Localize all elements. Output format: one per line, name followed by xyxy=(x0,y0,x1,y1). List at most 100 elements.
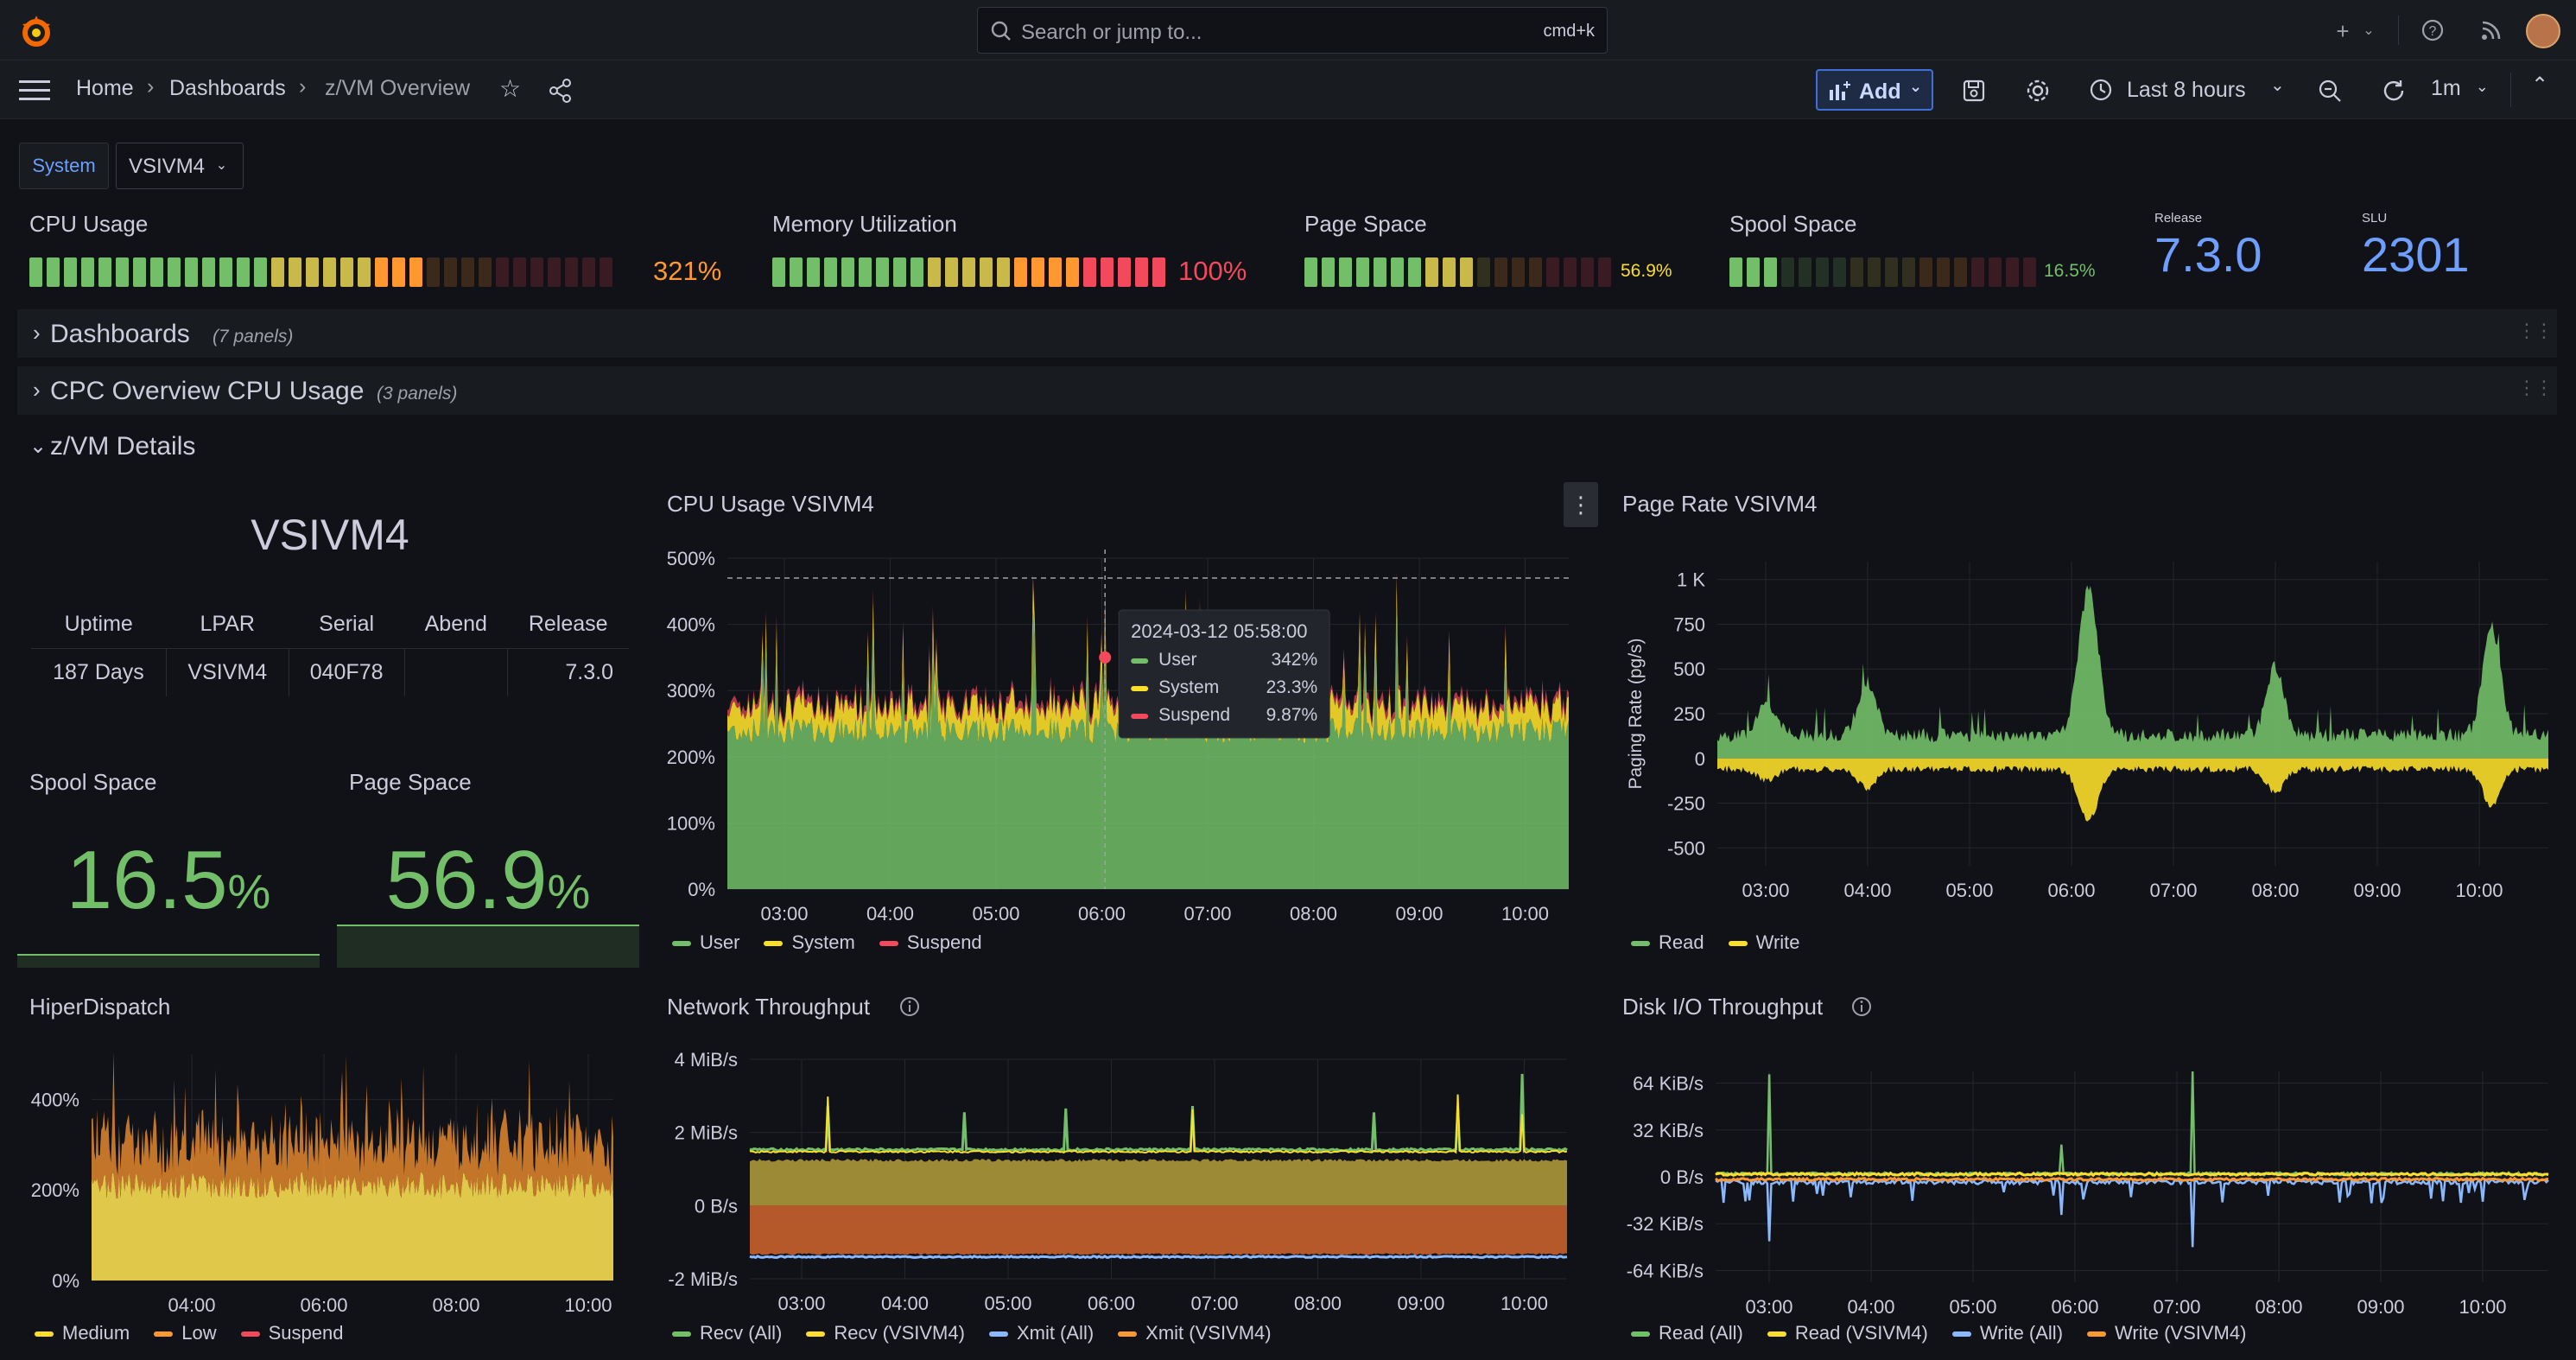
legend-label: Recv (All) xyxy=(700,1322,783,1344)
table-cell xyxy=(403,648,508,696)
cpu-usage-chart[interactable]: 0% 100% 200% 300% 400% 500% 03:00 04:00 05:00 06:… xyxy=(657,536,1581,959)
spool-sparkline xyxy=(17,954,320,968)
save-icon[interactable] xyxy=(1961,78,1987,104)
legend-item[interactable]: Read (All) xyxy=(1631,1322,1743,1344)
time-range-picker[interactable]: Last 8 hours ⌄ xyxy=(2089,73,2293,107)
grafana-logo-icon[interactable] xyxy=(17,12,55,50)
x-tick-label: 06:00 xyxy=(1078,903,1126,925)
legend-item[interactable]: Read (VSIVM4) xyxy=(1767,1322,1928,1344)
info-icon[interactable] xyxy=(1850,995,1873,1018)
y-tick-label: 4 MiB/s xyxy=(675,1049,738,1071)
page-space-title: Page Space xyxy=(1304,211,1427,237)
row-zvm-details[interactable]: ⌄ z/VM Details xyxy=(17,429,363,467)
gauge-cell xyxy=(1356,257,1369,287)
legend-item[interactable]: Recv (All) xyxy=(672,1322,782,1344)
row-dashboards[interactable]: › Dashboards (7 panels) ⋮⋮ xyxy=(17,309,2557,358)
legend-item[interactable]: Xmit (VSIVM4) xyxy=(1118,1322,1272,1344)
legend-item[interactable]: Suspend xyxy=(879,931,982,954)
info-icon[interactable] xyxy=(898,995,921,1018)
star-icon[interactable]: ☆ xyxy=(499,75,522,102)
x-tick-label: 07:00 xyxy=(2153,1296,2200,1318)
refresh-interval-picker[interactable]: 1m ⌄ xyxy=(2431,76,2489,101)
collapse-header-icon[interactable]: ⌃ xyxy=(2531,73,2549,97)
gauge-cell xyxy=(323,257,336,287)
system-info-table: Uptime LPAR Serial Abend Release 187 Day… xyxy=(31,601,629,696)
hiperdispatch-chart[interactable]: 0% 200% 400% 04:00 06:00 08:00 10:00 xyxy=(17,1037,631,1322)
add-button[interactable]: Add ⌄ xyxy=(1816,69,1933,111)
gauge-cell xyxy=(1799,257,1811,287)
legend-item[interactable]: Read xyxy=(1631,931,1704,954)
legend-item[interactable]: Low xyxy=(154,1322,217,1344)
row-cpc-overview[interactable]: › CPC Overview CPU Usage (3 panels) ⋮⋮ xyxy=(17,366,2557,415)
gauge-cell xyxy=(237,257,250,287)
x-tick-label: 09:00 xyxy=(1397,1293,1444,1314)
help-icon[interactable]: ? xyxy=(2419,17,2446,45)
row-title: Dashboards xyxy=(50,320,190,348)
gauge-cell xyxy=(1101,257,1114,287)
legend-item[interactable]: Suspend xyxy=(240,1322,343,1344)
cpu-usage-value: 321% xyxy=(653,256,722,286)
settings-gear-icon[interactable] xyxy=(2024,77,2052,105)
legend-item[interactable]: Write (All) xyxy=(1951,1322,2063,1344)
gauge-cell xyxy=(530,257,543,287)
legend-swatch xyxy=(806,1331,826,1338)
spool-value: 16.5 xyxy=(66,834,228,926)
disk-io-chart-legend: Read (All) Read (VSIVM4) Write (All) Write … xyxy=(1631,1322,2246,1344)
gauge-cell xyxy=(1764,257,1777,287)
legend-item[interactable]: Write xyxy=(1728,931,1800,954)
gauge-cell xyxy=(1322,257,1335,287)
legend-swatch xyxy=(1767,1331,1786,1338)
legend-label: Suspend xyxy=(906,931,982,953)
page-rate-chart[interactable]: -500 -250 0 250 500 750 1 K 03:00 04:00 05:00 06:0… xyxy=(1615,553,2557,933)
search-input[interactable]: Search or jump to... cmd+k xyxy=(977,7,1608,54)
plus-icon[interactable]: + xyxy=(2336,18,2350,44)
share-icon[interactable] xyxy=(548,78,574,104)
user-avatar[interactable] xyxy=(2526,14,2560,48)
breadcrumb-current: z/VM Overview xyxy=(325,76,471,100)
x-tick-label: 08:00 xyxy=(1294,1293,1342,1314)
memory-utilization-value: 100% xyxy=(1178,256,1247,286)
news-feed-icon[interactable] xyxy=(2478,17,2505,45)
gauge-cell xyxy=(928,257,941,287)
table-row: 187 Days VSIVM4 040F78 7.3.0 xyxy=(31,648,629,696)
chevron-down-icon[interactable]: ⌄ xyxy=(2363,23,2375,38)
cpu-chart-legend: User System Suspend xyxy=(672,931,982,954)
page-space-value: 56.9% xyxy=(1621,261,1672,281)
x-tick-label: 03:00 xyxy=(760,903,808,925)
gauge-cell xyxy=(461,257,474,287)
legend-item[interactable]: Recv (VSIVM4) xyxy=(806,1322,965,1344)
legend-item[interactable]: Medium xyxy=(35,1322,130,1344)
drag-handle-icon[interactable]: ⋮⋮ xyxy=(2517,377,2554,398)
gauge-cell xyxy=(1152,257,1165,287)
legend-item[interactable]: User xyxy=(672,931,739,954)
gauge-cell xyxy=(64,257,77,287)
gauge-cell xyxy=(582,257,595,287)
disk-io-chart-title: Disk I/O Throughput xyxy=(1622,994,1824,1020)
disk-io-chart[interactable]: -64 KiB/s -32 KiB/s 0 B/s 32 KiB/s 64 KiB/s 0… xyxy=(1615,1037,2557,1322)
chevron-down-icon: ⌄ xyxy=(1909,78,1923,95)
menu-icon[interactable] xyxy=(19,78,50,102)
chevron-down-icon: ⌄ xyxy=(215,158,228,173)
variable-select-system[interactable]: VSIVM4 ⌄ xyxy=(116,143,244,189)
page-space-gauge xyxy=(1304,257,1611,287)
x-tick-label: 09:00 xyxy=(2353,880,2401,901)
gauge-cell xyxy=(1118,257,1131,287)
breadcrumb-home[interactable]: Home xyxy=(76,76,134,100)
page-unit: % xyxy=(547,864,591,918)
zoom-out-icon[interactable] xyxy=(2317,78,2343,104)
legend-item[interactable]: Write (VSIVM4) xyxy=(2087,1322,2246,1344)
gauge-cell xyxy=(1989,257,2002,287)
refresh-icon[interactable] xyxy=(2381,78,2407,104)
network-throughput-chart[interactable]: -2 MiB/s 0 B/s 2 MiB/s 4 MiB/s 03:00 04:00 05:… xyxy=(657,1037,1581,1322)
legend-item[interactable]: System xyxy=(764,931,855,954)
gauge-cell xyxy=(1083,257,1096,287)
legend-swatch xyxy=(988,1331,1008,1338)
x-tick-label: 06:00 xyxy=(2047,880,2095,901)
gauge-cell xyxy=(1374,257,1386,287)
legend-item[interactable]: Xmit (All) xyxy=(988,1322,1094,1344)
legend-label: Xmit (All) xyxy=(1016,1322,1094,1344)
drag-handle-icon[interactable]: ⋮⋮ xyxy=(2517,320,2554,341)
x-tick-label: 06:00 xyxy=(300,1294,347,1316)
panel-menu-icon[interactable]: ⋮ xyxy=(1564,482,1598,527)
breadcrumb-dashboards[interactable]: Dashboards xyxy=(169,76,286,100)
